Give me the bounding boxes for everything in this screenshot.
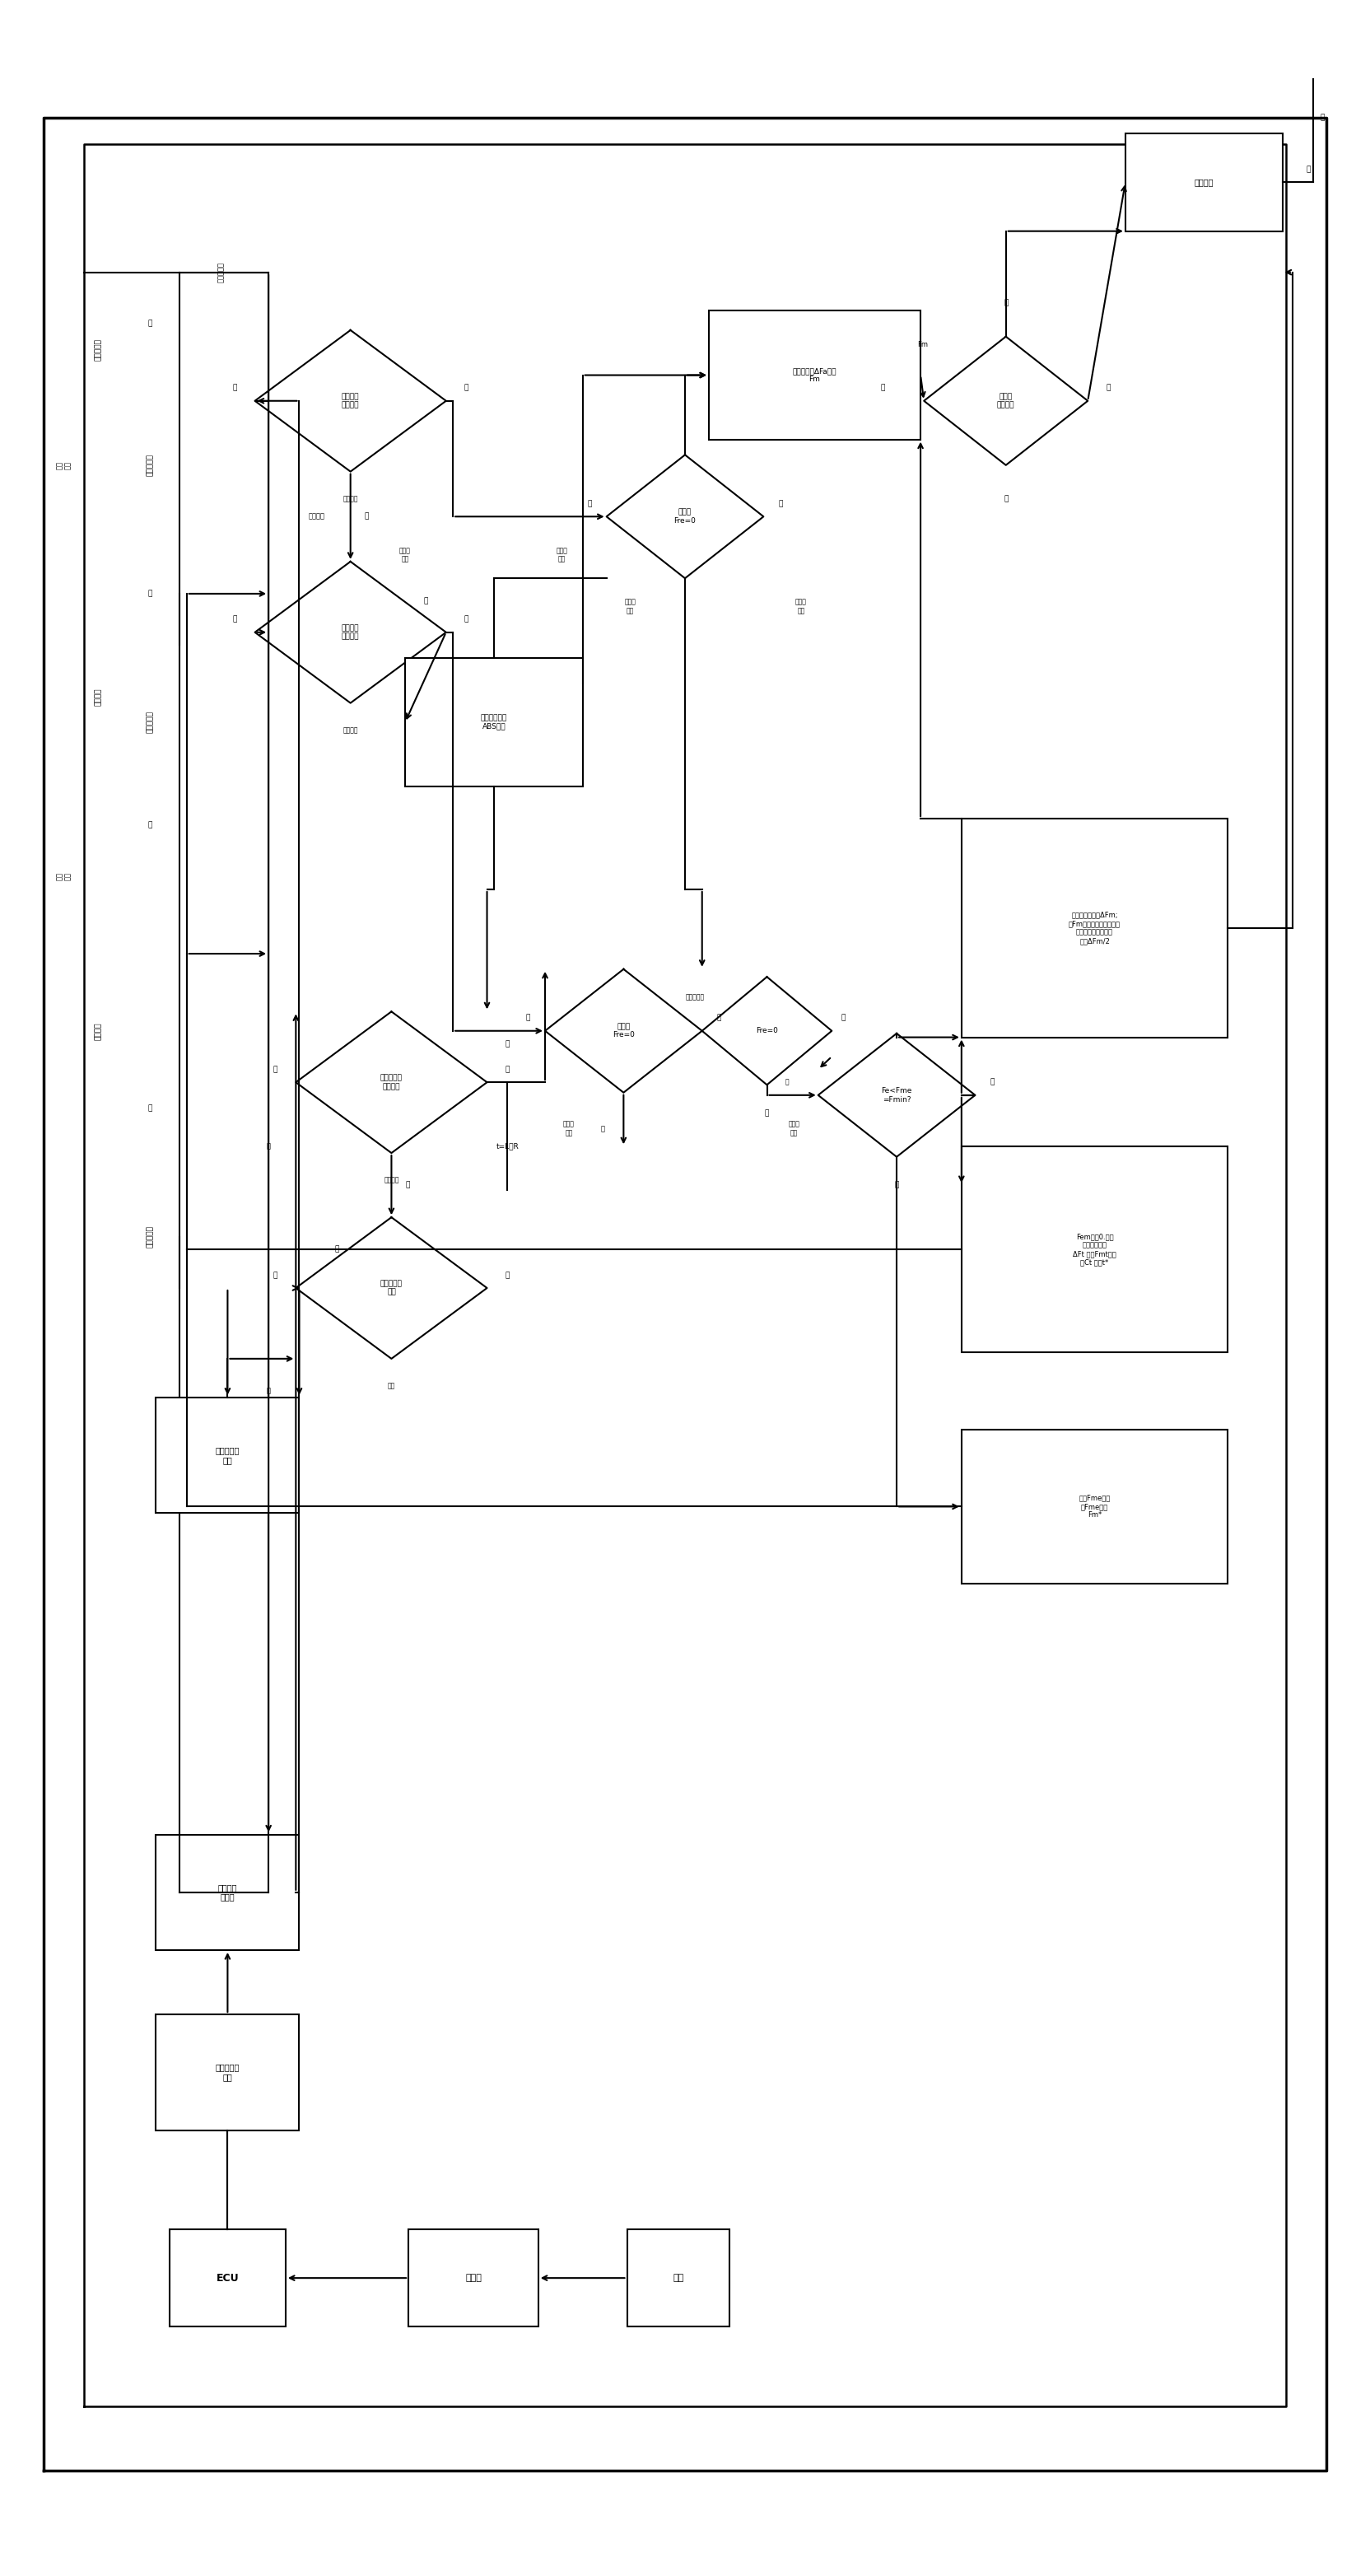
Text: 无再生
Fre=0: 无再生 Fre=0 — [674, 507, 696, 526]
Text: 方在抱死
趋势吗？: 方在抱死 趋势吗？ — [341, 394, 359, 410]
Text: 左右轮
同时抱死: 左右轮 同时抱死 — [997, 394, 1015, 410]
Text: 否: 否 — [1004, 495, 1008, 502]
Text: 按设定步长ΔFa减小
Fm: 按设定步长ΔFa减小 Fm — [793, 368, 837, 384]
Text: 是: 是 — [588, 500, 592, 507]
Text: 按设定步长减小ΔFm;
与Fm最大一允发实施制动
另外一轮发实施制动
补偿ΔFm/2: 按设定步长减小ΔFm; 与Fm最大一允发实施制动 另外一轮发实施制动 补偿ΔFm… — [1069, 912, 1121, 945]
Text: 否: 否 — [717, 1015, 722, 1023]
Text: 是否
抱死: 是否 抱死 — [56, 873, 71, 881]
Text: 否: 否 — [267, 1386, 271, 1394]
Text: 车轮无抱死: 车轮无抱死 — [147, 453, 153, 477]
Text: t=L或R: t=L或R — [496, 1144, 519, 1151]
Text: Fe<Fme
=Fmin?: Fe<Fme =Fmin? — [881, 1087, 912, 1103]
Text: 否: 否 — [1306, 165, 1311, 173]
Text: 否: 否 — [148, 319, 152, 327]
Text: 是: 是 — [273, 1066, 278, 1074]
Text: 减小Fme，则
至Fme制动
Fm*: 减小Fme，则 至Fme制动 Fm* — [1080, 1494, 1110, 1520]
Text: 是: 是 — [273, 1273, 278, 1278]
Text: 同时抱死: 同时抱死 — [308, 513, 325, 520]
Text: 仅传统
制动: 仅传统 制动 — [556, 546, 567, 564]
Text: 继续: 继续 — [388, 1381, 395, 1388]
Text: 车辆动力
泵车辆: 车辆动力 泵车辆 — [218, 1883, 237, 1901]
Text: 车轮无抱死: 车轮无抱死 — [216, 263, 225, 283]
Text: 否: 否 — [778, 500, 782, 507]
Text: 继续抱死: 继续抱死 — [342, 726, 358, 734]
Text: 发动机制动
车辆: 发动机制动 车辆 — [215, 1445, 240, 1463]
FancyBboxPatch shape — [156, 2014, 299, 2130]
FancyBboxPatch shape — [627, 2228, 729, 2326]
FancyBboxPatch shape — [408, 2228, 538, 2326]
Text: 是: 是 — [601, 1126, 606, 1133]
Text: 是: 是 — [148, 590, 152, 598]
Text: 是: 是 — [526, 1015, 530, 1023]
FancyBboxPatch shape — [1125, 134, 1282, 232]
Text: 车轮正抱死
吗？: 车轮正抱死 吗？ — [381, 1280, 403, 1296]
Text: 仅传统
制动: 仅传统 制动 — [789, 1121, 800, 1136]
Text: 是: 是 — [364, 513, 369, 520]
Text: Fm: Fm — [917, 340, 927, 348]
Text: 仅再生
制动: 仅再生 制动 — [400, 546, 411, 564]
Text: 否: 否 — [1319, 113, 1325, 121]
Text: 是: 是 — [232, 616, 237, 623]
Text: 是: 是 — [148, 1105, 152, 1113]
FancyBboxPatch shape — [406, 657, 582, 786]
Text: Fem增量0.变量
时按设定步长
ΔFt 减小Fmt，直
至Ct 减小t*: Fem增量0.变量 时按设定步长 ΔFt 减小Fmt，直 至Ct 减小t* — [1073, 1234, 1117, 1265]
Text: 否: 否 — [841, 1015, 845, 1023]
FancyBboxPatch shape — [156, 1834, 299, 1950]
Text: 方在抱死: 方在抱死 — [95, 688, 101, 706]
FancyBboxPatch shape — [962, 819, 1228, 1038]
Text: 是: 是 — [423, 598, 427, 605]
Text: 是: 是 — [991, 1079, 995, 1087]
Text: 继续抱死: 继续抱死 — [342, 495, 358, 502]
Text: 车轮正抱死: 车轮正抱死 — [147, 1226, 153, 1247]
FancyBboxPatch shape — [962, 1430, 1228, 1584]
FancyBboxPatch shape — [962, 1146, 1228, 1352]
Text: 否: 否 — [506, 1273, 510, 1278]
Text: 是: 是 — [1106, 384, 1111, 392]
FancyBboxPatch shape — [170, 2228, 285, 2326]
Text: 是: 是 — [232, 384, 237, 392]
Text: 车轮无抱死: 车轮无抱死 — [95, 337, 101, 361]
Text: 否: 否 — [785, 1079, 789, 1087]
Text: 否: 否 — [895, 1182, 899, 1190]
Text: 否: 否 — [148, 822, 152, 829]
Text: 继续抱死: 继续抱死 — [384, 1177, 399, 1185]
Text: 否: 否 — [464, 384, 469, 392]
Text: 发动机制动
车辆: 发动机制动 车辆 — [215, 2063, 240, 2081]
Text: 仅再生
制动: 仅再生 制动 — [563, 1121, 574, 1136]
Text: 是: 是 — [881, 384, 885, 392]
Text: 是: 是 — [406, 1182, 410, 1190]
Text: 否: 否 — [464, 616, 469, 623]
Text: 传感器: 传感器 — [466, 2275, 481, 2282]
FancyBboxPatch shape — [156, 1396, 299, 1512]
Text: 否: 否 — [506, 1066, 510, 1074]
Text: Fre=0: Fre=0 — [756, 1028, 778, 1036]
Text: 否: 否 — [334, 1247, 338, 1252]
Text: 制动控制模块
ABS实施: 制动控制模块 ABS实施 — [481, 714, 507, 729]
Text: 无再生
Fre=0: 无再生 Fre=0 — [612, 1023, 634, 1038]
Text: 有在抱死
趋势吗？: 有在抱死 趋势吗？ — [341, 623, 359, 641]
Text: 否: 否 — [267, 1144, 271, 1151]
Text: 否: 否 — [1004, 299, 1008, 307]
Text: 仅传统
制动: 仅传统 制动 — [796, 598, 807, 616]
FancyBboxPatch shape — [708, 312, 921, 440]
Text: 仅传统制动: 仅传统制动 — [686, 994, 704, 1002]
Text: 有再生抱死
趋势吗？: 有再生抱死 趋势吗？ — [381, 1074, 403, 1090]
Text: ECU: ECU — [216, 2272, 238, 2282]
Text: 车辆: 车辆 — [673, 2275, 684, 2282]
Text: 方在抱死: 方在抱死 — [95, 1023, 101, 1041]
Text: 单轮抱死: 单轮抱死 — [1195, 178, 1214, 185]
Text: 是: 是 — [764, 1110, 769, 1118]
Text: 否: 否 — [506, 1041, 510, 1048]
Text: 车轮正抱死: 车轮正抱死 — [147, 711, 153, 734]
Text: 仅再生
制动: 仅再生 制动 — [625, 598, 636, 616]
Text: 车轮
抱死: 车轮 抱死 — [56, 461, 71, 469]
